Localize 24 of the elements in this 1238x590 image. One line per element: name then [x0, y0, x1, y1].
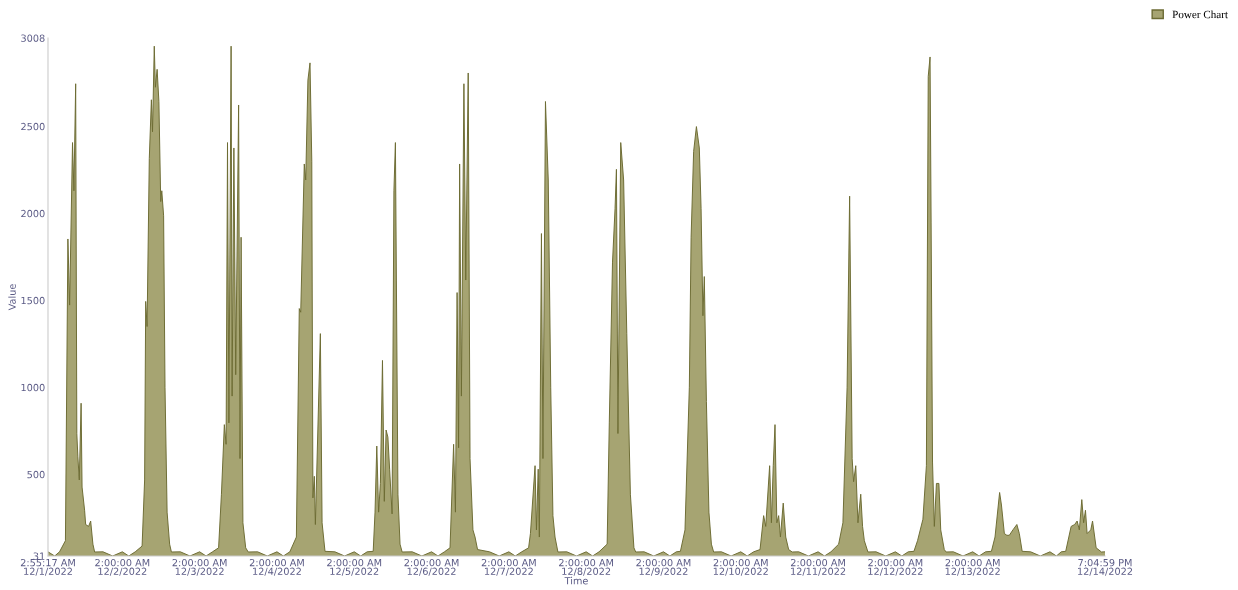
y-tick-label: 1500 [21, 296, 45, 305]
x-tick-label: 2:00:00 AM 12/2/2022 [95, 558, 150, 576]
x-tick-label: 2:00:00 AM 12/4/2022 [249, 558, 304, 576]
y-tick-label: 3008 [21, 34, 45, 42]
x-tick-label: 2:00:00 AM 12/12/2022 [868, 558, 923, 576]
y-axis-title: Value [8, 284, 16, 311]
x-tick-label: 2:00:00 AM 12/9/2022 [636, 558, 691, 576]
x-axis-title: Time [564, 576, 588, 585]
x-tick-label: 2:00:00 AM 12/11/2022 [790, 558, 846, 576]
x-tick-label: 2:00:00 AM 12/6/2022 [404, 558, 459, 576]
x-tick-label: 2:00:00 AM 12/10/2022 [713, 558, 768, 576]
y-tick-label: 1000 [21, 383, 45, 392]
y-tick-label: 2000 [21, 209, 45, 218]
x-tick-label: 2:00:00 AM 12/7/2022 [481, 558, 536, 576]
legend-label: Power Chart [1172, 10, 1228, 19]
y-tick-label: 500 [27, 470, 45, 479]
y-tick-label: 31 [33, 552, 45, 560]
x-tick-label: 7:04:59 PM 12/14/2022 [1078, 558, 1133, 576]
x-tick-label: 2:00:00 AM 12/8/2022 [559, 558, 614, 576]
x-tick-label: 2:00:00 AM 12/5/2022 [327, 558, 382, 576]
x-tick-label: 2:00:00 AM 12/13/2022 [945, 558, 1000, 576]
y-tick-label: 2500 [21, 122, 45, 131]
x-tick-label: 2:00:00 AM 12/3/2022 [172, 558, 227, 576]
x-tick-label: 2:55:17 AM 12/1/2022 [20, 558, 75, 576]
